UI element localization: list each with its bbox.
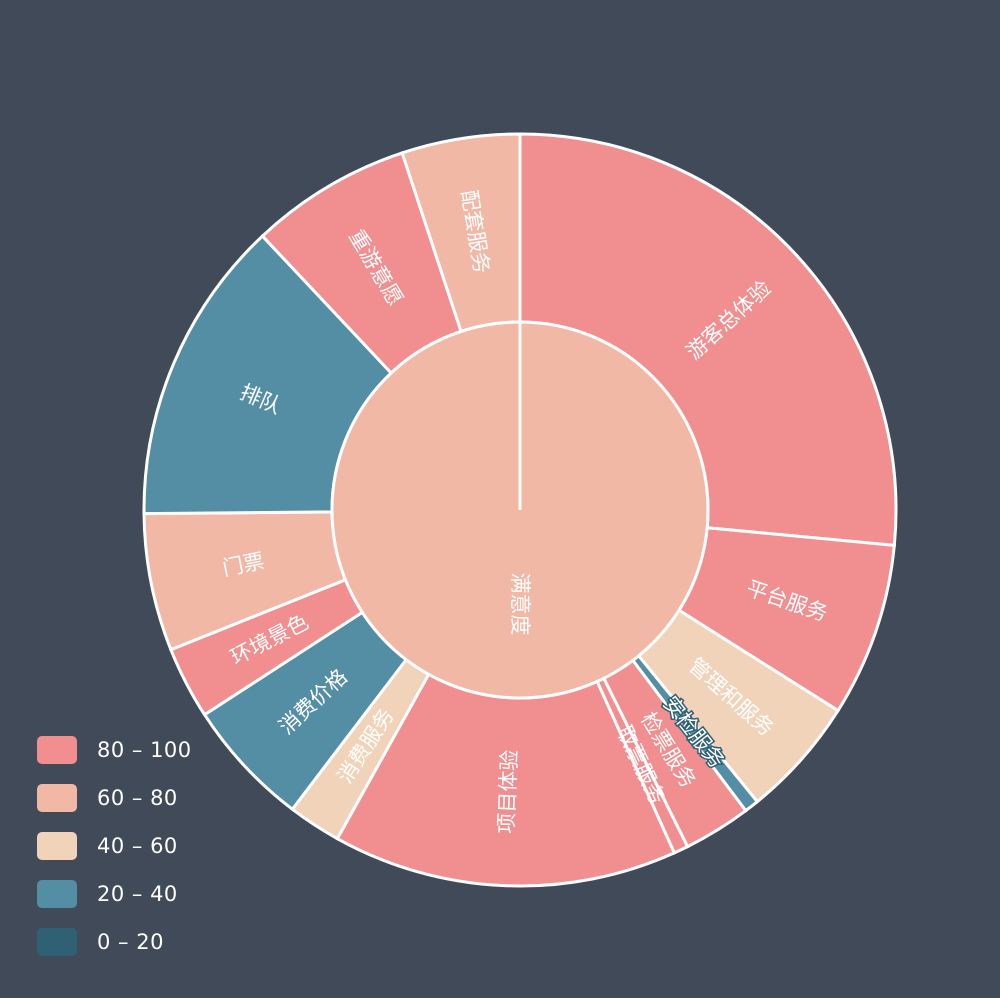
legend-label: 0 – 20 (97, 930, 164, 954)
legend-item-4[interactable]: 0 – 20 (37, 918, 277, 966)
legend-swatch (37, 784, 77, 812)
legend-swatch (37, 880, 77, 908)
legend-label: 80 – 100 (97, 738, 192, 762)
legend-item-2[interactable]: 40 – 60 (37, 822, 277, 870)
legend-swatch (37, 832, 77, 860)
legend-swatch (37, 736, 77, 764)
legend-swatch (37, 928, 77, 956)
root-label: 满意度 (508, 573, 532, 636)
legend-label: 20 – 40 (97, 882, 178, 906)
outer-ring (142, 132, 898, 888)
root-segment[interactable] (330, 320, 710, 700)
legend-item-1[interactable]: 60 – 80 (37, 774, 277, 822)
legend-item-3[interactable]: 20 – 40 (37, 870, 277, 918)
legend-item-0[interactable]: 80 – 100 (37, 726, 277, 774)
legend-label: 60 – 80 (97, 786, 178, 810)
segment-label-6: 项目体验 (494, 749, 522, 834)
visual-map-legend: 80 – 100 60 – 80 40 – 60 20 – 40 0 – 20 (37, 726, 277, 966)
legend-label: 40 – 60 (97, 834, 178, 858)
inner-ring (330, 320, 710, 700)
